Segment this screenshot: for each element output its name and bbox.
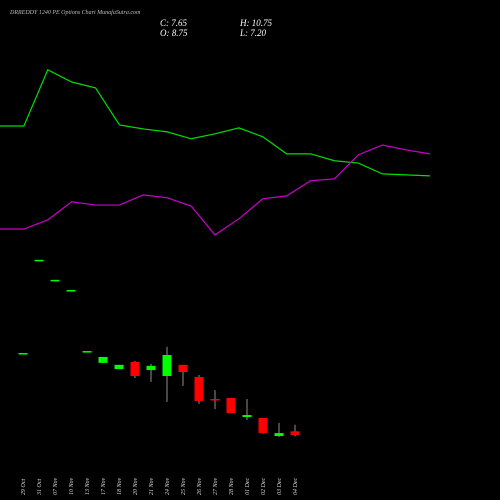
indicator-line xyxy=(0,144,431,236)
x-tick-label: 03 Dec xyxy=(277,478,283,495)
x-tick-label: 24 Nov xyxy=(164,477,171,495)
candle-body xyxy=(290,431,300,435)
candle-body xyxy=(274,433,284,437)
candle-body xyxy=(242,415,252,418)
candle-body xyxy=(130,361,140,376)
candle-body xyxy=(18,353,28,355)
x-tick-label: 18 Nov xyxy=(117,477,123,495)
x-tick-label: 13 Nov xyxy=(85,477,91,495)
x-tick-label: 26 Nov xyxy=(197,477,203,495)
x-tick-label: 17 Nov xyxy=(101,477,107,495)
x-tick-label: 01 Dec xyxy=(245,478,251,495)
x-tick-label: 04 Dec xyxy=(292,478,299,495)
candle-body xyxy=(226,397,236,414)
x-tick-label: 02 Dec xyxy=(261,478,267,495)
x-tick-label: 20 Nov xyxy=(133,477,139,495)
low-label: L: 7.20 xyxy=(239,28,267,38)
candle-body xyxy=(114,364,124,370)
candle-body xyxy=(146,365,156,371)
candle-body xyxy=(34,259,44,262)
candle-body xyxy=(82,351,92,353)
high-label: H: 10.75 xyxy=(239,18,272,28)
candle-body xyxy=(178,364,188,373)
x-tick-label: 07 Nov xyxy=(53,477,59,495)
x-tick-label: 28 Nov xyxy=(229,477,235,495)
candle-body xyxy=(258,418,268,434)
x-tick-label: 21 Nov xyxy=(149,477,155,495)
candle-body xyxy=(194,376,204,401)
x-tick-label: 29 Oct xyxy=(21,479,27,495)
x-tick-label: 10 Nov xyxy=(69,477,75,495)
indicator-line xyxy=(0,69,431,177)
x-tick-label: 27 Nov xyxy=(213,477,219,495)
candle-body xyxy=(210,398,220,401)
candle-body xyxy=(98,356,108,363)
x-tick-label: 25 Nov xyxy=(181,477,187,495)
x-tick-label: 31 Oct xyxy=(37,479,43,496)
close-label: C: 7.65 xyxy=(160,18,188,28)
candle-body xyxy=(162,355,172,376)
open-label: O: 8.75 xyxy=(160,28,188,38)
chart-title: DRREDDY 1240 PE Options Chart MunafaSutr… xyxy=(9,9,141,16)
candle-body xyxy=(66,290,76,292)
candle-body xyxy=(50,279,60,282)
